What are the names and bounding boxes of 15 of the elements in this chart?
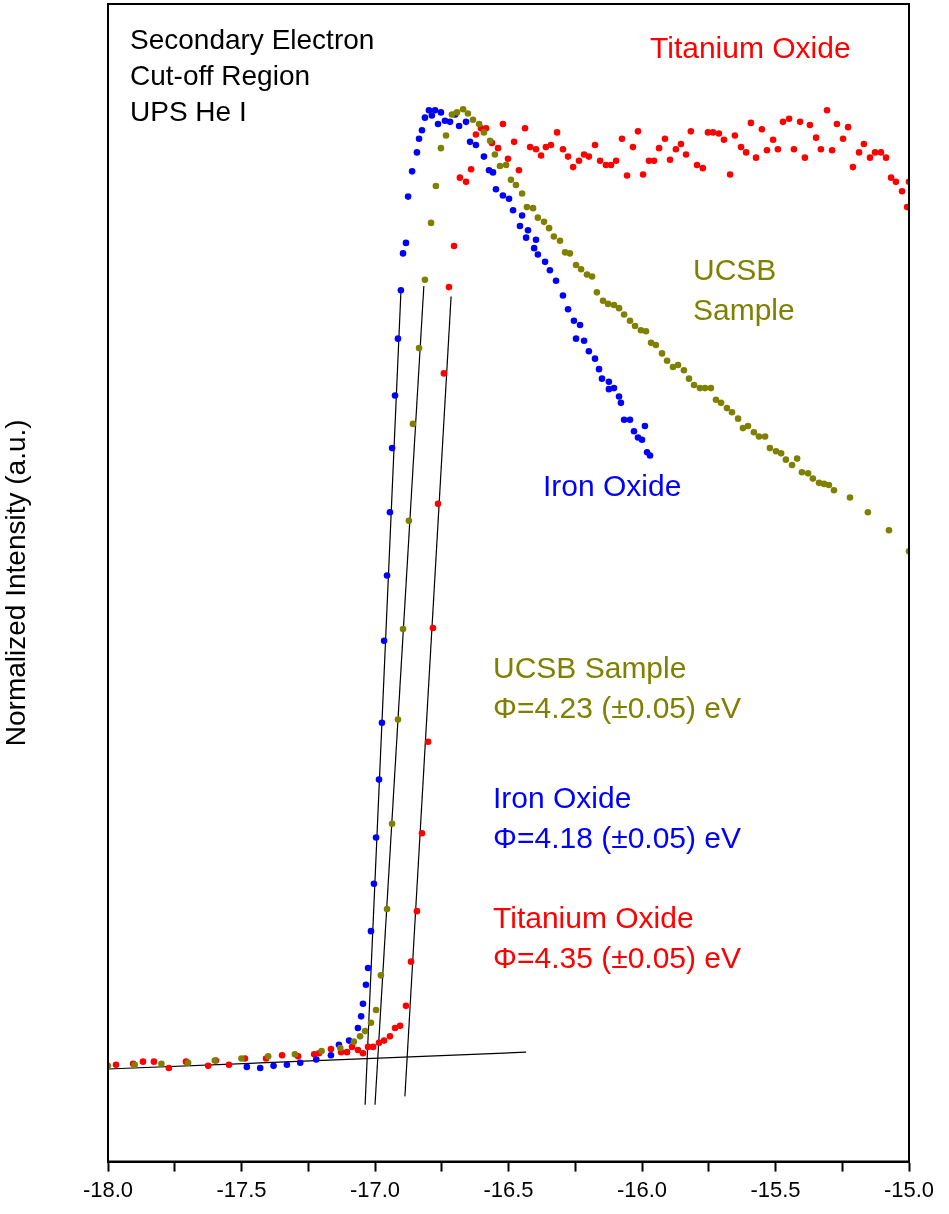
x-tick-label: -16.0 [616, 1176, 668, 1202]
series-label: Iron Oxide [543, 468, 683, 504]
series-label: UCSB Sample [693, 252, 796, 328]
annotation: Secondary Electron Cut-off Region UPS He I [130, 23, 375, 129]
x-tick-label: -15.0 [883, 1176, 935, 1202]
series-label: Titanium Oxide [650, 30, 852, 66]
y-axis-title: Normalized Intensity (a.u.) [0, 419, 31, 747]
annotation: UCSB Sample Φ=4.23 (±0.05) eV [493, 650, 742, 726]
x-tick-label: -17.0 [349, 1176, 401, 1202]
annotation: Titanium Oxide Φ=4.35 (±0.05) eV [493, 900, 742, 976]
x-tick-label: -18.0 [82, 1176, 134, 1202]
annotation: Iron Oxide Φ=4.18 (±0.05) eV [493, 780, 742, 856]
x-tick-label: -15.5 [750, 1176, 801, 1202]
x-tick-label: -16.5 [483, 1176, 534, 1202]
x-tick-label: -17.5 [216, 1176, 267, 1202]
